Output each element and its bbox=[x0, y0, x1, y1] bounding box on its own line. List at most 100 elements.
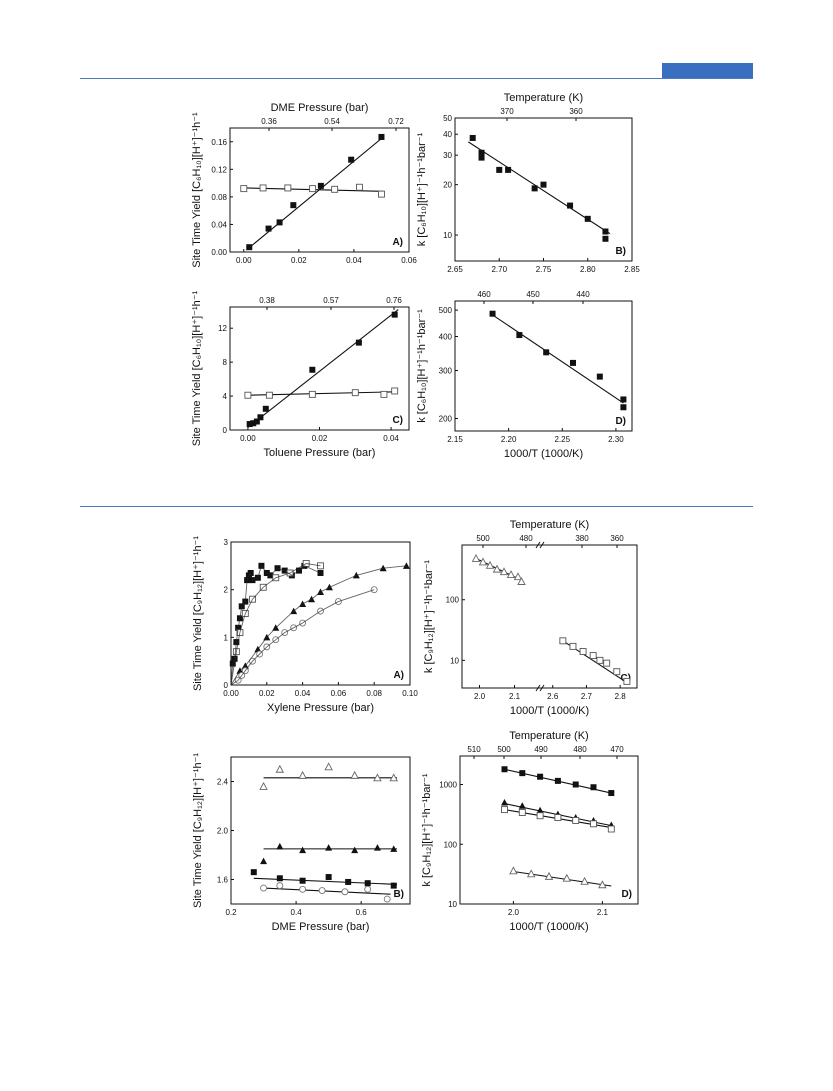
fit-line bbox=[247, 309, 399, 428]
data-point bbox=[298, 770, 307, 779]
x-tick-label: 2.1 bbox=[509, 692, 521, 701]
y-tick-label: 0.08 bbox=[211, 193, 227, 202]
fit-line bbox=[246, 135, 385, 251]
x-tick-label: 2.65 bbox=[447, 265, 463, 274]
top-tick-label: 480 bbox=[519, 534, 533, 543]
data-point bbox=[496, 166, 503, 173]
y-tick-label: 30 bbox=[443, 151, 452, 160]
y-tick-label: 10 bbox=[448, 900, 457, 909]
data-point bbox=[590, 784, 597, 791]
panel-label: B) bbox=[393, 889, 404, 900]
top-tick-label: 510 bbox=[467, 745, 481, 754]
data-point bbox=[355, 183, 363, 191]
data-point bbox=[501, 798, 508, 806]
y-tick-label: 1 bbox=[224, 633, 229, 642]
top-axis-title: Temperature (K) bbox=[510, 519, 589, 531]
data-point bbox=[390, 882, 397, 889]
header-rule bbox=[80, 78, 753, 79]
data-point bbox=[364, 885, 372, 893]
data-point bbox=[348, 156, 355, 163]
top-tick-label: 0.72 bbox=[388, 117, 404, 126]
y-tick-label: 0 bbox=[224, 681, 229, 690]
top-tick-label: 450 bbox=[526, 290, 540, 299]
data-point bbox=[250, 420, 257, 427]
y-axis-title: Site Time Yield [C₉H₁₂][H⁺]⁻¹h⁻¹ bbox=[192, 753, 204, 908]
x-tick-label: 0.06 bbox=[331, 689, 347, 698]
top-tick-label: 0.76 bbox=[386, 296, 402, 305]
y-axis-title: k [C₉H₁₂][H⁺]⁻¹h⁻¹bar⁻¹ bbox=[423, 560, 435, 674]
data-point bbox=[509, 866, 518, 875]
data-point bbox=[350, 770, 359, 779]
data-point bbox=[391, 311, 398, 318]
panel-label: A) bbox=[393, 670, 404, 681]
data-point bbox=[554, 814, 562, 821]
data-point bbox=[544, 871, 554, 880]
top-tick-label: 500 bbox=[497, 745, 511, 754]
plot-frame bbox=[461, 544, 638, 689]
y-tick-label: 0.12 bbox=[211, 165, 227, 174]
data-point bbox=[603, 659, 611, 667]
y-tick-label: 1.6 bbox=[217, 876, 229, 885]
top-tick-label: 460 bbox=[477, 290, 491, 299]
y-tick-label: 200 bbox=[439, 415, 453, 424]
x-tick-label: 0.02 bbox=[312, 434, 328, 443]
data-point bbox=[262, 405, 269, 412]
data-point bbox=[584, 215, 591, 222]
data-point bbox=[276, 875, 283, 882]
x-tick-label: 2.30 bbox=[608, 435, 624, 444]
y-tick-label: 0.16 bbox=[211, 138, 227, 147]
data-point bbox=[265, 391, 273, 399]
y-tick-label: 40 bbox=[443, 130, 452, 139]
data-point bbox=[246, 421, 253, 428]
data-point bbox=[536, 806, 544, 814]
data-point bbox=[492, 564, 502, 573]
data-point bbox=[501, 766, 508, 773]
data-point bbox=[244, 391, 252, 399]
top-axis-title: Temperature (K) bbox=[509, 730, 588, 742]
data-point bbox=[276, 219, 283, 226]
top-tick-label: 0.57 bbox=[323, 296, 339, 305]
y-tick-label: 10 bbox=[450, 656, 459, 665]
data-point bbox=[341, 888, 349, 896]
x-tick-label: 0.6 bbox=[356, 908, 368, 917]
data-point bbox=[478, 149, 485, 156]
top-tick-label: 0.36 bbox=[261, 117, 277, 126]
data-point bbox=[351, 389, 359, 397]
trend-curve bbox=[230, 565, 407, 686]
top-axis-title: Temperature (K) bbox=[504, 92, 583, 104]
top-tick-label: 440 bbox=[576, 290, 590, 299]
data-point bbox=[390, 845, 398, 852]
data-point bbox=[259, 184, 267, 192]
data-point bbox=[370, 586, 378, 594]
x-tick-label: 2.0 bbox=[508, 908, 520, 917]
data-point bbox=[580, 876, 589, 885]
panel-label: D) bbox=[621, 889, 632, 900]
top-tick-label: 0.54 bbox=[324, 117, 340, 126]
data-point bbox=[613, 668, 621, 676]
fit-line bbox=[492, 314, 624, 404]
data-point bbox=[471, 553, 481, 562]
data-point bbox=[402, 562, 410, 569]
data-point bbox=[308, 390, 316, 398]
x-tick-label: 0.02 bbox=[291, 256, 307, 265]
top-tick-label: 360 bbox=[569, 107, 583, 116]
data-point bbox=[257, 414, 264, 421]
panel-label: D) bbox=[615, 416, 626, 427]
data-point bbox=[325, 874, 332, 881]
data-point bbox=[299, 877, 306, 884]
x-tick-label: 0.4 bbox=[291, 908, 303, 917]
data-point bbox=[518, 802, 526, 809]
data-point bbox=[489, 310, 496, 317]
x-tick-label: 0.02 bbox=[259, 689, 275, 698]
plot-frame bbox=[229, 306, 410, 431]
x-tick-label: 2.80 bbox=[580, 265, 596, 274]
y-tick-label: 0 bbox=[223, 426, 228, 435]
y-tick-label: 2.0 bbox=[217, 827, 229, 836]
data-point bbox=[299, 885, 307, 893]
fit-line bbox=[253, 877, 398, 885]
data-point bbox=[275, 764, 285, 773]
axis-break-mark bbox=[535, 541, 541, 549]
x-tick-label: 0.04 bbox=[346, 256, 362, 265]
x-axis-title: 1000/T (1000/K) bbox=[504, 448, 583, 460]
data-point bbox=[543, 349, 550, 356]
